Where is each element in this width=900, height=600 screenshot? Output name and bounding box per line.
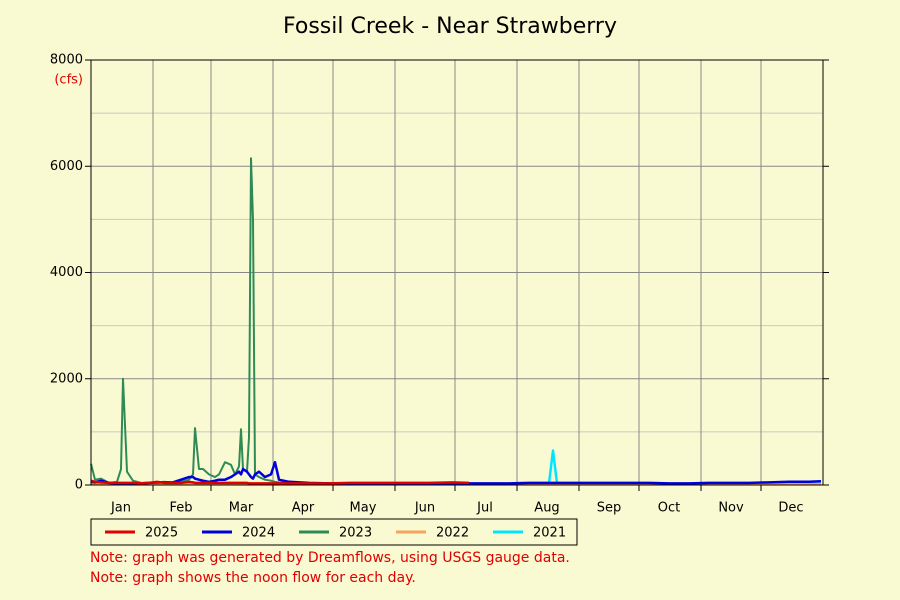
x-tick-label: Nov — [718, 501, 744, 516]
x-tick-label: Feb — [169, 501, 192, 516]
x-tick-label: Mar — [229, 501, 254, 516]
plot-frame — [90, 59, 824, 486]
legend-label: 2025 — [145, 526, 178, 541]
y-tick-label: 8000 — [50, 53, 83, 68]
x-tick-label: Jan — [110, 501, 131, 516]
note: Note: graph was generated by Dreamflows,… — [90, 550, 570, 566]
legend-label: 2022 — [436, 526, 469, 541]
x-tick-label: Dec — [778, 501, 803, 516]
y-tick-label: 6000 — [50, 159, 83, 174]
legend-label: 2021 — [533, 526, 566, 541]
series-line — [90, 479, 470, 485]
y-tick-label: 2000 — [50, 371, 83, 386]
y-tick-label: 4000 — [50, 265, 83, 280]
y-axis-label: (cfs) — [54, 73, 83, 88]
note: Note: graph shows the noon flow for each… — [90, 570, 416, 586]
x-tick-label: Oct — [658, 501, 680, 516]
x-tick-label: Jun — [414, 501, 435, 516]
x-tick-label: May — [350, 501, 377, 516]
lines — [90, 157, 822, 486]
legend-label: 2023 — [339, 526, 372, 541]
chart-title: Fossil Creek - Near Strawberry — [283, 14, 617, 39]
x-tick-label: Jul — [476, 501, 493, 516]
x-tick-label: Sep — [597, 501, 622, 516]
x-tick-label: Apr — [292, 501, 315, 516]
y-tick-label: 0 — [75, 478, 83, 493]
x-tick-label: Aug — [534, 501, 559, 516]
legend-label: 2024 — [242, 526, 275, 541]
